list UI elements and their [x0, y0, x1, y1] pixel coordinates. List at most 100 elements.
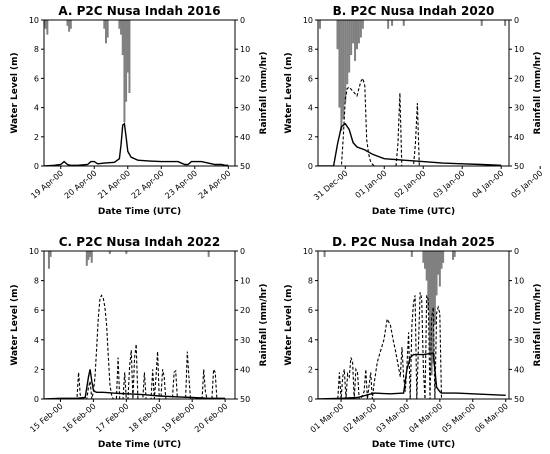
rainfall-bar — [427, 251, 430, 311]
y2-tick-label: 10 — [514, 277, 524, 286]
y2-tick-label: 20 — [240, 306, 250, 315]
plot-frame — [43, 19, 236, 167]
x-axis-label: Date Time (UTC) — [98, 207, 181, 217]
rainfall-bar — [342, 20, 345, 120]
x-tick-label: 24 Apr-00 — [197, 169, 233, 201]
x-tick-label: 31 Dec-00 — [312, 169, 349, 202]
x-tick-label: 22 Apr-00 — [130, 169, 166, 201]
water-level-line-dashed — [318, 77, 509, 166]
plot-area — [318, 20, 509, 166]
y-tick-label: 8 — [308, 277, 313, 286]
rainfall-bar — [453, 251, 456, 257]
y-tick-label: 6 — [308, 74, 313, 83]
y2-tick-label: 0 — [514, 247, 519, 256]
y-tick-label: 10 — [303, 247, 313, 256]
rainfall-bar — [85, 251, 88, 266]
y-axis-label: Water Level (m) — [10, 284, 20, 365]
rainfall-bar — [391, 20, 394, 26]
rainfall-bar — [438, 251, 441, 287]
y-tick-label: 6 — [34, 306, 39, 315]
y-tick-label: 0 — [34, 395, 39, 404]
y-tick-label: 2 — [34, 365, 39, 374]
x-tick-label: 05 Mar-00 — [440, 402, 477, 435]
rainfall-bar — [428, 251, 431, 355]
rainfall-bar — [344, 20, 347, 102]
y-tick-label: 2 — [308, 365, 313, 374]
water-level-line-solid — [44, 122, 229, 166]
x-tick-label: 20 Feb-00 — [193, 402, 229, 435]
x-tick-label: 02 Jan-00 — [393, 169, 428, 200]
rainfall-bar — [104, 20, 107, 44]
x-tick-label: 23 Apr-00 — [163, 169, 199, 201]
x-axis-label: Date Time (UTC) — [98, 440, 181, 450]
y2-tick-label: 0 — [240, 247, 245, 256]
rainfall-bar — [357, 20, 360, 44]
rainfall-bar — [424, 251, 427, 269]
y-tick-label: 4 — [308, 104, 313, 113]
rainfall-bar — [103, 20, 106, 29]
rainfall-bar — [361, 20, 364, 29]
y-tick-label: 4 — [34, 336, 39, 345]
rainfall-bar — [120, 20, 123, 35]
y-axis-label: Water Level (m) — [284, 284, 294, 365]
rainfall-bar — [480, 20, 483, 26]
rainfall-bar — [89, 251, 92, 257]
y2-tick-label: 0 — [514, 16, 519, 25]
y2-tick-label: 50 — [514, 162, 524, 171]
plot-area — [44, 20, 229, 166]
rainfall-bar — [318, 20, 321, 29]
rainfall-bar — [125, 251, 128, 254]
rainfall-bar — [118, 20, 121, 29]
y-tick-label: 0 — [34, 162, 39, 171]
rainfall-bar — [354, 20, 357, 61]
y2-tick-label: 50 — [514, 395, 524, 404]
x-tick-label: 01 Jan-00 — [354, 169, 389, 200]
rainfall-bar — [430, 251, 433, 376]
rainfall-bar — [126, 20, 129, 73]
rainfall-bar — [90, 251, 93, 263]
rainfall-bar — [207, 251, 210, 257]
y2-tick-label: 30 — [514, 104, 524, 113]
x-tick-label: 05 Jan-00 — [509, 169, 544, 200]
x-axis-label: Date Time (UTC) — [372, 207, 455, 217]
rainfall-bar — [87, 251, 90, 260]
y2-tick-label: 50 — [240, 162, 250, 171]
rainfall-bar — [350, 20, 353, 56]
plot-frame — [317, 250, 510, 400]
rainfall-bar — [437, 251, 440, 275]
rainfall-bar — [504, 20, 507, 26]
y-tick-label: 0 — [308, 395, 313, 404]
y-tick-label: 2 — [34, 133, 39, 142]
rainfall-bar — [47, 251, 50, 269]
rainfall-bar — [440, 251, 443, 269]
rainfall-bar — [425, 251, 428, 281]
chart-panel-4: D. P2C Nusa Indah 2025 0 2 4 6 8 10 50 40 30 20 10 0… — [284, 235, 543, 450]
y-tick-label: 6 — [34, 74, 39, 83]
x-tick-label: 20 Apr-00 — [63, 169, 99, 201]
x-tick-label: 02 Mar-00 — [342, 402, 379, 435]
rainfall-bar — [422, 251, 425, 263]
x-tick-label: 04 Jan-00 — [470, 169, 505, 200]
rainfall-bar — [125, 20, 128, 102]
y2-tick-label: 10 — [240, 45, 250, 54]
rainfall-bar — [323, 251, 326, 257]
y2-tick-label: 40 — [240, 365, 250, 374]
rainfall-bar — [346, 20, 349, 85]
y2-tick-label: 20 — [514, 74, 524, 83]
x-tick-label: 19 Feb-00 — [160, 402, 196, 435]
rainfall-bar — [348, 20, 351, 73]
y2-tick-label: 30 — [514, 336, 524, 345]
y-tick-label: 8 — [34, 45, 39, 54]
rainfall-bar — [452, 251, 455, 260]
water-level-line-dashed — [318, 292, 509, 399]
y2-tick-label: 50 — [240, 395, 250, 404]
rainfall-bar — [442, 251, 445, 263]
water-level-line-solid — [318, 352, 506, 399]
y2-tick-label: 10 — [240, 277, 250, 286]
rainfall-bar — [359, 20, 362, 38]
y-axis-label: Water Level (m) — [10, 52, 20, 133]
rainfall-bar — [340, 20, 343, 131]
rainfall-bar — [410, 251, 413, 257]
chart-panel-3: C. P2C Nusa Indah 2022 0 2 4 6 8 10 50 40 30 20 10 0… — [10, 235, 269, 450]
